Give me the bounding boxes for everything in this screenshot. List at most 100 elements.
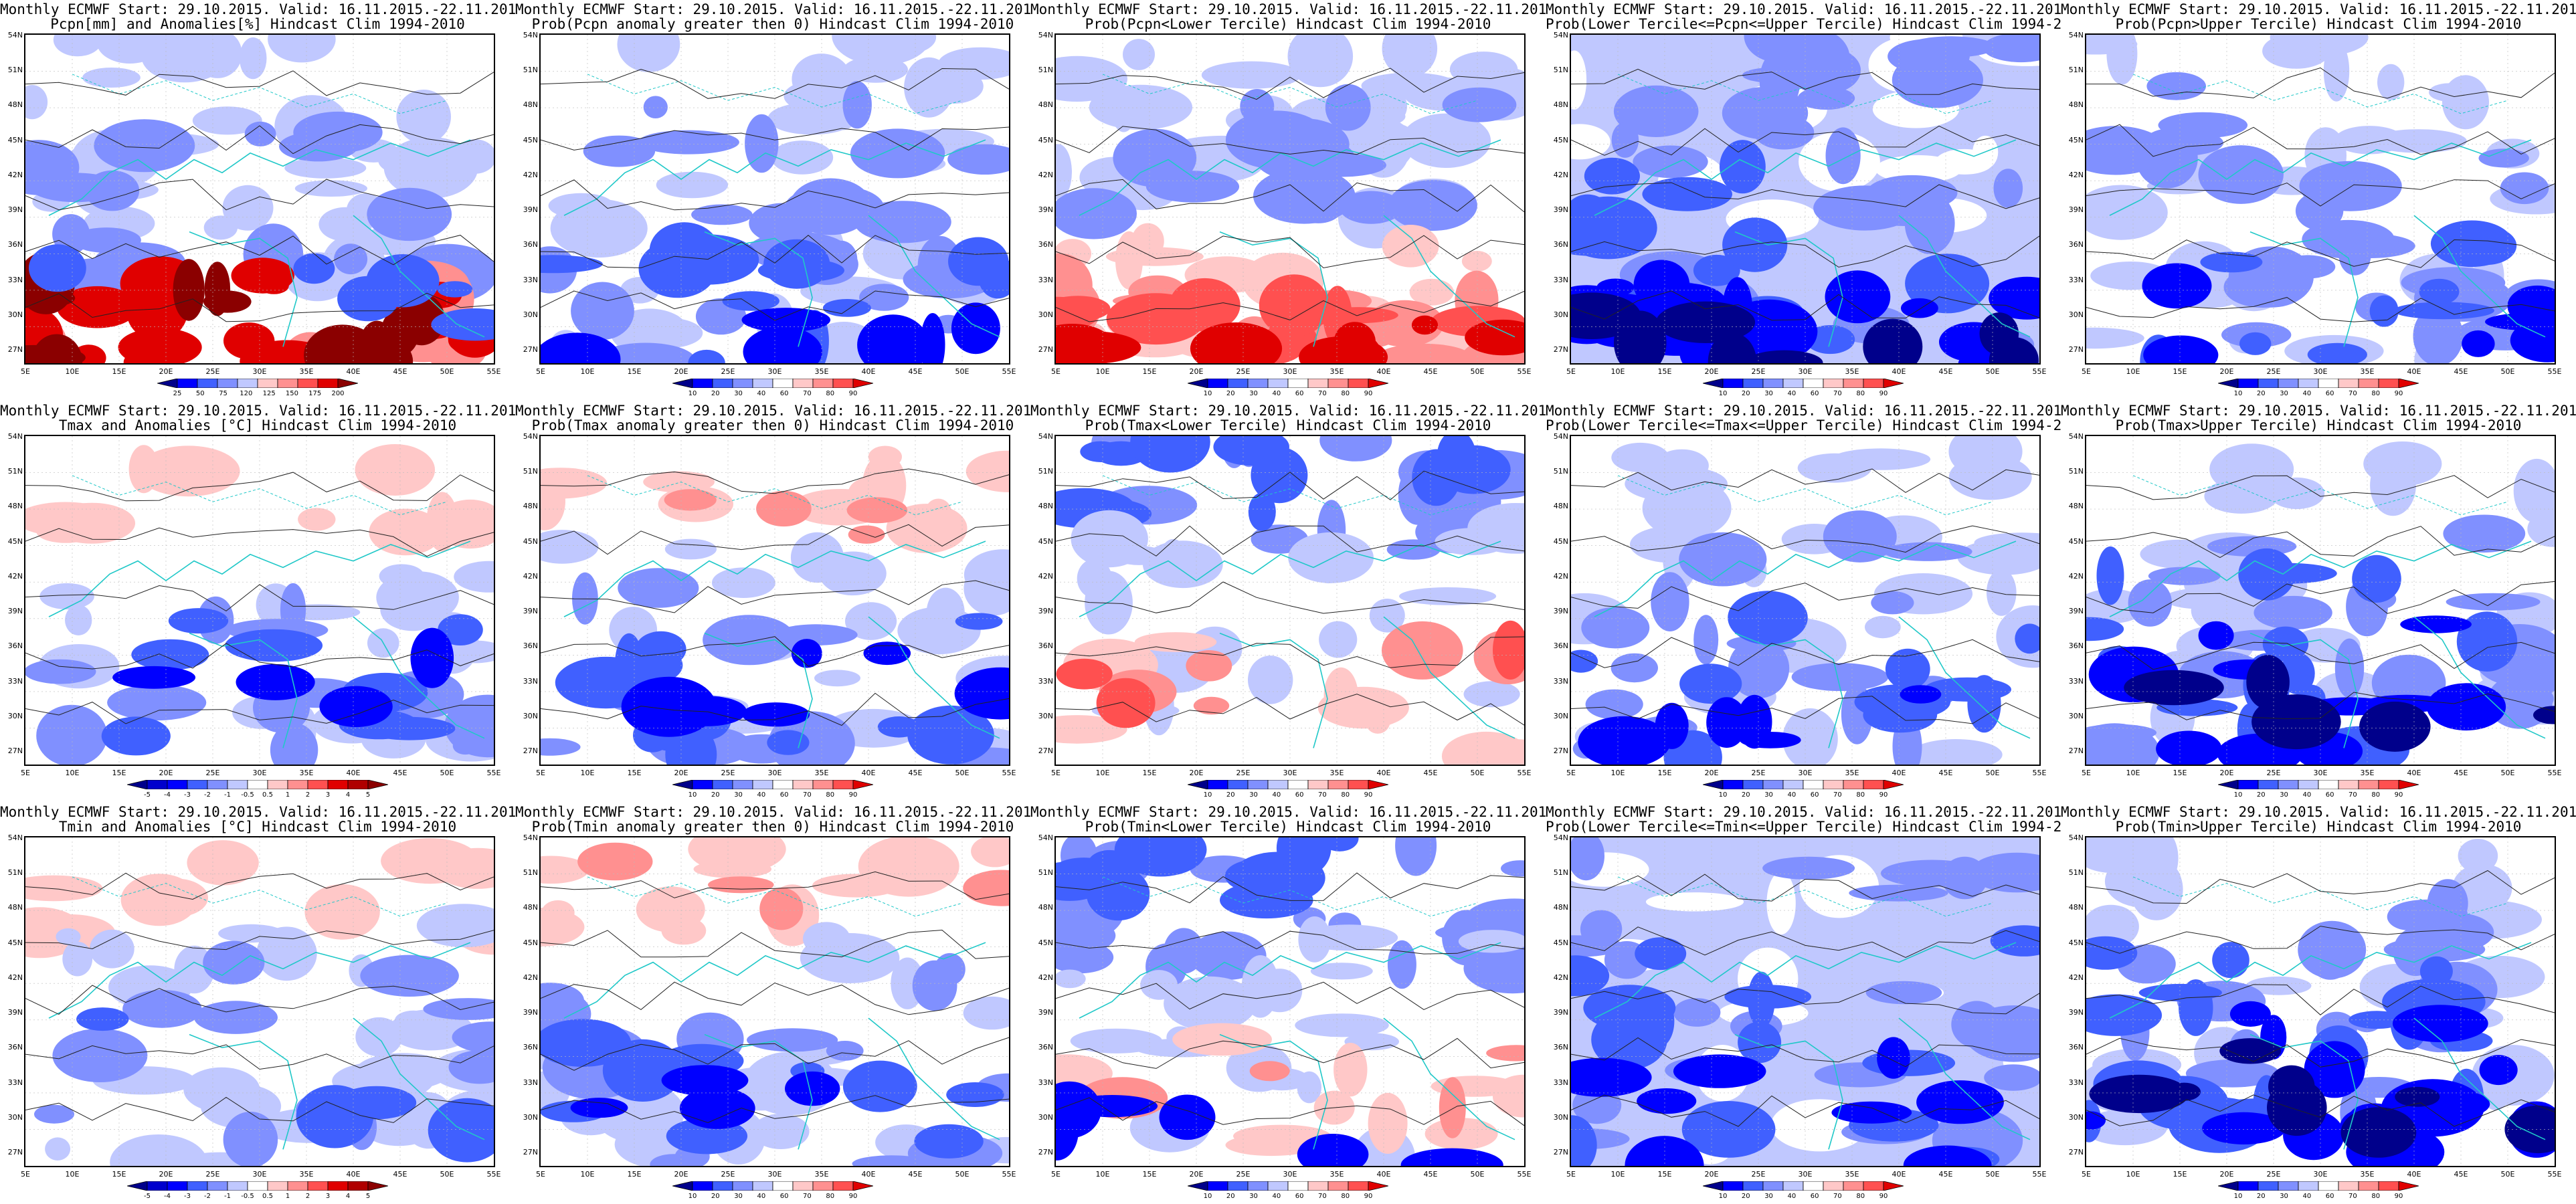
anomaly-region [1693,254,1740,286]
anomaly-region [2458,839,2498,873]
colorbar-swatch [1327,780,1349,789]
anomaly-region [2239,332,2272,355]
colorbar-swatch [1247,379,1269,388]
anomaly-region [877,716,921,738]
anomaly-region [1571,837,1604,881]
colorbar-swatch [2218,379,2239,388]
anomaly-region [1903,1145,1992,1166]
anomaly-region [2146,130,2223,156]
colorbar-swatch [157,379,178,388]
longitude-label: 30E [2313,1170,2328,1179]
anomaly-region [2262,35,2330,69]
anomaly-region [2209,443,2294,495]
longitude-label: 25E [1751,769,1766,777]
map-area [24,33,495,365]
latitude-label: 27N [2068,1148,2084,1157]
latitude-label: 27N [523,746,538,756]
anomaly-region [2370,455,2416,516]
contour-line [25,292,494,322]
colorbar-swatch [1823,1181,1844,1191]
anomaly-region [1401,113,1491,168]
contour-line [1056,981,1524,1010]
panel-title-variable: Prob(Tmin>Upper Tercile) Hindcast Clim 1… [2115,819,2522,835]
anomaly-region [2185,1060,2280,1088]
colorbar-swatch [692,1181,713,1191]
anomaly-region [643,96,668,118]
latitude-label: 36N [523,641,538,651]
anomaly-region [62,941,93,977]
anomaly-region [1220,882,1313,919]
anomaly-region [2338,233,2371,276]
anomaly-region [1673,998,1721,1027]
longitude-label: 35E [1845,769,1859,777]
longitude-label: 55E [1517,769,1532,777]
map-field [25,837,494,1166]
longitude-label: 50E [440,1170,454,1179]
colorbar-swatch [1742,1181,1764,1191]
colorbar-tick-label: 10 [1203,390,1212,397]
panel-title-variable: Prob(Tmin anomaly greater then 0) Hindca… [531,819,1014,835]
anomaly-region [2369,295,2399,327]
anomaly-region [1782,708,1838,765]
coastline [1079,942,1501,1019]
coastline [2413,1017,2546,1140]
contour-line [1056,179,1524,213]
colorbar-swatch [1227,379,1249,388]
colorbar-swatch [1782,379,1804,388]
colorbar-swatch [2338,1181,2359,1191]
anomaly-region [1193,696,1230,715]
anomaly-region [2143,335,2219,363]
anomaly-region [965,450,1009,492]
contour-line [1571,988,2039,1015]
longitude-label: 5E [1051,367,1061,376]
colorbar-swatches [1188,780,1388,789]
anomaly-region [1056,658,1113,690]
colorbar-swatch [1863,780,1884,789]
anomaly-region [279,131,358,162]
latitude-label: 27N [7,345,23,355]
anomaly-region [1825,127,1861,185]
latitude-label: 39N [2068,607,2084,616]
anomaly-region [1333,1043,1368,1097]
anomaly-region [1611,122,1639,158]
anomaly-region [187,840,259,886]
anomaly-region [1906,36,1996,58]
latitude-label: 39N [7,205,23,215]
colorbar-swatch [367,780,388,789]
longitude-label: 5E [1051,769,1061,777]
colorbar-tick-label: 80 [1341,791,1350,799]
anomaly-region [1984,1064,2039,1091]
longitude-label: 30E [252,1170,267,1179]
colorbar-tick-label: 60 [2325,390,2334,397]
contour-line [2086,297,2555,322]
latitude-label: 33N [2068,1078,2084,1087]
coastline [1219,231,1328,347]
colorbar-swatch [1307,1181,1329,1191]
latitude-label: 42N [523,170,538,179]
longitude-label: 30E [1283,769,1297,777]
colorbar-tick-label: 90 [1879,390,1888,397]
colorbar-tick-label: 60 [1295,1193,1304,1200]
longitude-label: 45E [908,367,923,376]
anomaly-region [951,302,1000,355]
colorbar-tick-label: 20 [711,1193,720,1200]
coastline [189,632,298,748]
anomaly-region [1292,187,1344,223]
colorbar-swatch [307,780,329,789]
longitude-label: 45E [2454,769,2468,777]
longitude-label: 40E [1376,367,1391,376]
colorbar-swatches [672,780,873,789]
latitude-label: 33N [1553,676,1568,686]
colorbar-tick-label: 125 [262,390,276,397]
colorbar-tick-label: 120 [240,390,253,397]
anomaly-region [822,299,871,317]
anomaly-region [1113,545,1165,565]
longitude-label: 20E [674,769,688,777]
longitude-label: 25E [2266,769,2281,777]
anomaly-region [657,234,759,285]
anomaly-region [1096,678,1156,728]
colorbar-swatch [2237,1181,2259,1191]
anomaly-region [570,1098,628,1118]
longitude-label: 5E [536,1170,545,1179]
country-border [72,876,448,917]
